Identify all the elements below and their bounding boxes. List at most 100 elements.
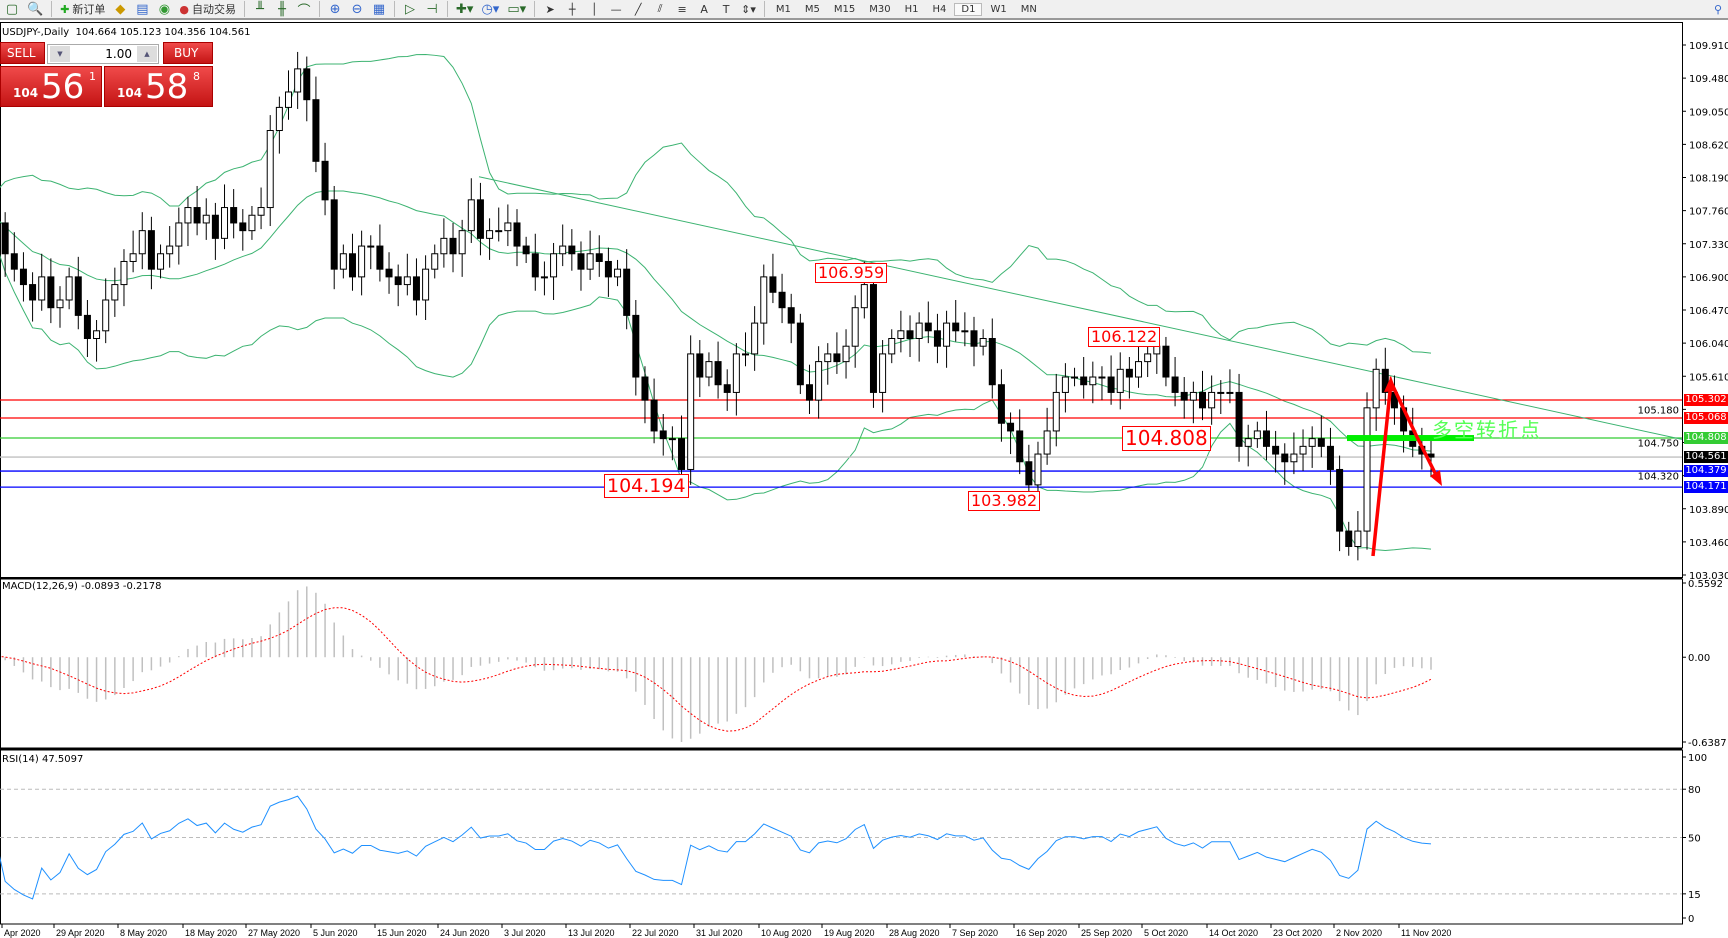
timeframe-d1[interactable]: D1 <box>954 2 983 16</box>
buy-price[interactable]: 104 58 8 <box>104 66 213 107</box>
zoom-out-icon[interactable]: ⊖ <box>351 1 363 17</box>
candle-body <box>1098 376 1106 379</box>
candle-body <box>1089 376 1097 386</box>
main-pane-frame <box>0 22 1683 578</box>
candlestick-icon[interactable]: ╫ <box>278 1 286 17</box>
candle <box>184 196 192 247</box>
candle-body <box>202 214 210 224</box>
fibonacci-icon[interactable]: ≡ <box>677 2 687 16</box>
candle-body <box>805 384 813 401</box>
terminal-icon[interactable]: ▤ <box>136 1 149 17</box>
timeframe-h1[interactable]: H1 <box>904 3 919 15</box>
candle-body <box>988 338 996 386</box>
buy-price-prefix: 104 <box>117 86 143 100</box>
chart-area[interactable]: 109.910 109.480 109.050 108.620 108.190 107.7… <box>0 22 1728 938</box>
candle <box>751 306 759 371</box>
candle <box>522 236 530 264</box>
lot-increase-button[interactable]: ▲ <box>137 46 157 62</box>
text-label-icon[interactable]: T <box>722 2 730 16</box>
candle-body <box>1208 391 1216 409</box>
candle-body <box>1272 445 1280 455</box>
candle <box>924 301 932 344</box>
auto-trading-button[interactable]: ● 自动交易 <box>176 0 239 18</box>
candle-body <box>1253 430 1261 440</box>
candle-body <box>851 307 859 347</box>
candle-body <box>65 276 73 301</box>
annotation-text[interactable]: 多空转折点 <box>1432 418 1542 442</box>
rsi-tick-label: 15 <box>1688 890 1701 901</box>
bar-chart-icon[interactable]: ╨ <box>256 1 264 17</box>
cursor-icon[interactable]: ➤ <box>545 2 555 16</box>
timeframe-m5[interactable]: M5 <box>804 3 820 15</box>
timeframe-m15[interactable]: M15 <box>833 3 856 15</box>
candle-body <box>696 353 704 378</box>
lot-size-input[interactable]: 1.00 <box>47 44 159 64</box>
price-tick-label: 107.760 <box>1689 207 1728 218</box>
candle <box>1208 375 1216 425</box>
candle-body <box>1171 376 1179 393</box>
channel-icon[interactable]: ⫽ <box>657 2 663 15</box>
tile-windows-icon[interactable]: ▦ <box>372 1 386 17</box>
zoom-in-icon[interactable]: ⊕ <box>329 1 341 17</box>
timeframe-m30[interactable]: M30 <box>869 3 891 15</box>
candle-body <box>1354 530 1362 547</box>
candle-body <box>358 245 366 278</box>
candle <box>1080 356 1088 399</box>
candle <box>668 426 676 461</box>
candle <box>458 219 466 277</box>
arrows-icon[interactable]: ⇕▾ <box>741 2 756 16</box>
annotation-106-122[interactable]: 106.122 <box>1088 327 1161 347</box>
candle <box>257 187 265 230</box>
annotation-104-808[interactable]: 104.808 <box>1122 426 1211 451</box>
zoom-window-icon[interactable]: 🔍 <box>27 1 44 17</box>
annotation-103-982[interactable]: 103.982 <box>968 491 1041 511</box>
metaeditor-icon[interactable]: ◆ <box>115 1 126 17</box>
annotation-106-959[interactable]: 106.959 <box>815 263 888 283</box>
timeframe-w1[interactable]: W1 <box>990 3 1007 15</box>
buy-button[interactable]: BUY <box>163 42 213 64</box>
annotation-104-194[interactable]: 104.194 <box>604 474 689 498</box>
candle <box>961 312 969 347</box>
horizontal-line-icon[interactable]: — <box>610 2 622 16</box>
text-icon[interactable]: A <box>700 2 708 16</box>
timeframe-m1[interactable]: M1 <box>775 3 791 15</box>
templates-icon[interactable]: ▭▾ <box>507 1 527 17</box>
window-icon[interactable]: ▢ <box>5 1 19 17</box>
candle <box>1381 347 1389 405</box>
candle-body <box>540 276 548 279</box>
candle <box>339 244 347 279</box>
candle-body <box>303 68 311 101</box>
line-chart-icon[interactable]: ⌒ <box>297 3 311 19</box>
new-order-button[interactable]: ✚ 新订单 <box>57 0 108 18</box>
autoscroll-icon[interactable]: ▷ <box>405 1 416 17</box>
candle <box>604 247 612 297</box>
vertical-line-icon[interactable]: │ <box>590 2 598 16</box>
timeframe-mn[interactable]: MN <box>1020 3 1037 15</box>
lot-decrease-button[interactable]: ▼ <box>50 46 70 62</box>
sell-button[interactable]: SELL <box>0 42 45 64</box>
candle <box>495 207 503 242</box>
candle <box>869 266 877 408</box>
sell-price[interactable]: 104 56 1 <box>0 66 102 107</box>
auto-trading-icon: ● <box>179 2 190 16</box>
candle-body <box>449 237 457 255</box>
trendline-icon[interactable]: ╱ <box>634 2 642 16</box>
candle-body <box>824 353 832 363</box>
candle-body <box>257 207 265 216</box>
candle-body <box>723 384 731 393</box>
candle <box>952 299 960 342</box>
crosshair-icon[interactable]: ┼ <box>568 2 576 16</box>
candle <box>879 340 887 413</box>
chart-shift-icon[interactable]: ⊣ <box>426 1 438 17</box>
candle-body <box>19 268 27 286</box>
indicators-icon[interactable]: ✚▾ <box>456 1 474 17</box>
signals-icon[interactable]: ◉ <box>158 1 171 17</box>
candle <box>230 189 238 239</box>
timeframe-h4[interactable]: H4 <box>932 3 947 15</box>
search-icon[interactable]: ⚲ <box>1713 2 1723 16</box>
periods-icon[interactable]: ◷▾ <box>481 1 500 17</box>
bollinger-upper <box>0 53 1432 354</box>
candle-body <box>339 253 347 270</box>
candle <box>970 316 978 367</box>
macd-label: MACD(12,26,9) -0.0893 -0.2178 <box>2 581 162 592</box>
